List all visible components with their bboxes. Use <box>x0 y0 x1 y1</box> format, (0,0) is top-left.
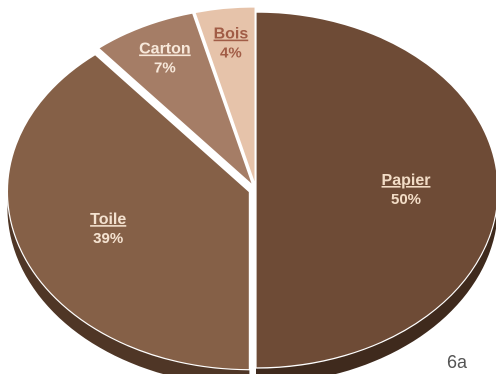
slice-value-toile: 39% <box>93 230 123 247</box>
slice-bois <box>194 6 256 186</box>
slice-value-carton: 7% <box>154 60 176 77</box>
figure-number: 6a <box>447 352 468 372</box>
slice-label-toile: Toile <box>90 211 126 228</box>
slice-label-carton: Carton <box>139 41 191 58</box>
pie-labels: Papier 50% Toile 39% Carton 7% Bois 4% <box>90 26 430 248</box>
slice-papier <box>255 11 496 369</box>
slice-value-papier: 50% <box>391 191 421 208</box>
slice-toile <box>6 53 251 371</box>
slice-label-papier: Papier <box>382 172 431 189</box>
slice-value-bois: 4% <box>220 45 242 62</box>
pie-top-layer <box>6 6 496 371</box>
slice-carton <box>97 12 255 188</box>
slice-label-bois: Bois <box>214 26 249 43</box>
